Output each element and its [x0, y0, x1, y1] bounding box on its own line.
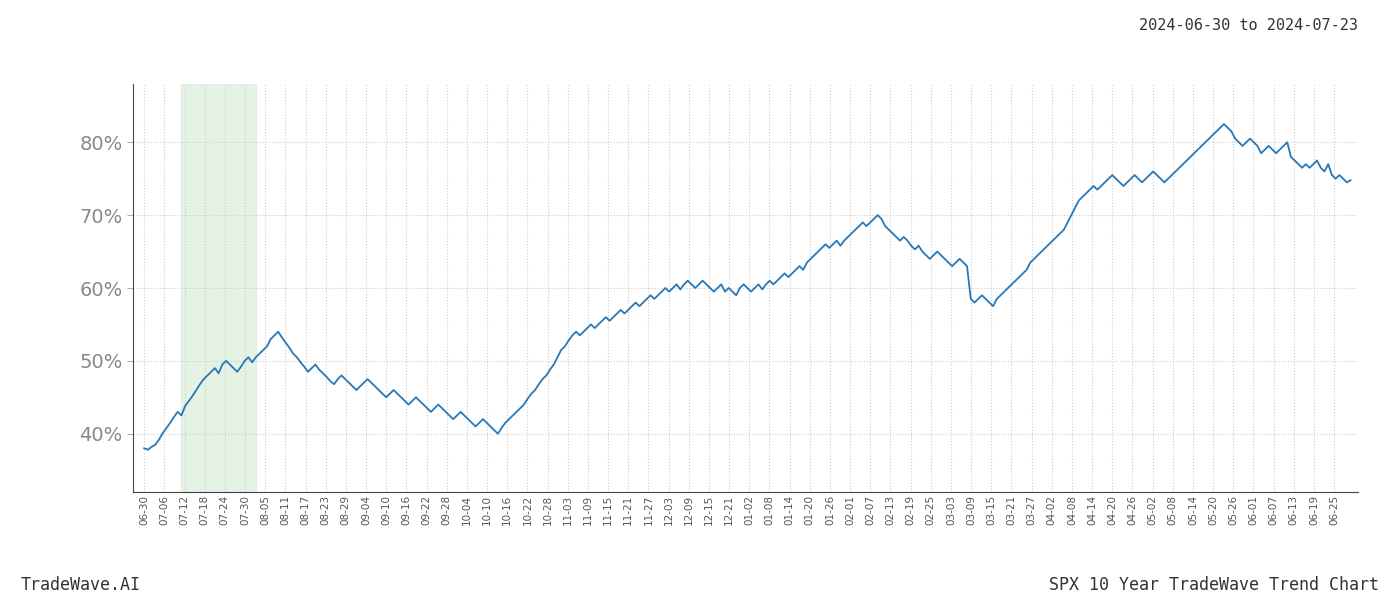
Text: TradeWave.AI: TradeWave.AI	[21, 576, 141, 594]
Text: SPX 10 Year TradeWave Trend Chart: SPX 10 Year TradeWave Trend Chart	[1049, 576, 1379, 594]
Text: 2024-06-30 to 2024-07-23: 2024-06-30 to 2024-07-23	[1140, 18, 1358, 33]
Bar	[182, 84, 256, 492]
